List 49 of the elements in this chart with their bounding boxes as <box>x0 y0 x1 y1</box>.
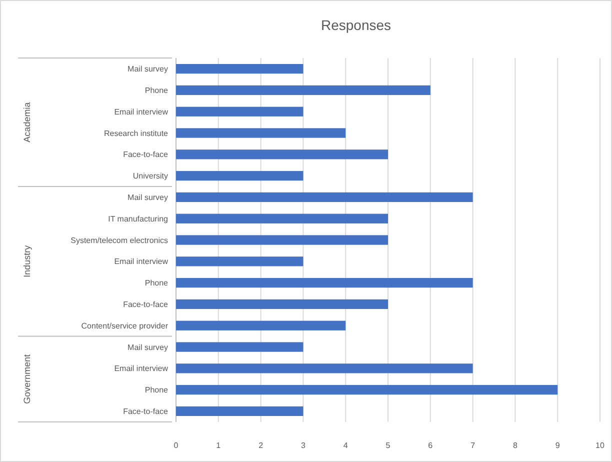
x-tick-label: 3 <box>300 441 306 450</box>
y-tick-label: Phone <box>144 386 169 395</box>
y-tick-label: Phone <box>144 278 169 288</box>
x-tick-label: 10 <box>596 441 605 450</box>
bar <box>176 235 388 245</box>
y-tick-label: University <box>132 172 168 181</box>
bar <box>176 64 304 74</box>
chart-title: Responses <box>320 17 392 33</box>
bar <box>176 320 346 330</box>
x-tick-label: 2 <box>258 441 264 450</box>
text: Industry <box>22 244 32 278</box>
bar <box>176 256 304 266</box>
bar <box>176 85 430 96</box>
text: Government <box>22 354 32 404</box>
y-tick-label: System/telecom electronics <box>70 236 168 245</box>
x-tick-label: 7 <box>470 441 476 450</box>
y-tick-label: Content/service provider <box>81 321 168 330</box>
bar <box>176 214 388 224</box>
bar <box>176 170 304 181</box>
x-tick-label: 9 <box>555 441 560 450</box>
y-tick-label: Research institute <box>104 128 169 138</box>
x-tick-label: 4 <box>343 441 348 450</box>
bar <box>176 192 473 202</box>
bar <box>176 364 473 374</box>
bar <box>176 299 388 310</box>
y-tick-label: Phone <box>144 86 169 96</box>
x-tick-label: 0 <box>174 441 179 450</box>
bar <box>176 128 346 138</box>
x-tick-label: 5 <box>386 441 391 450</box>
x-tick-label: 1 <box>216 441 222 450</box>
bar <box>176 150 388 160</box>
text: Academia <box>22 102 32 142</box>
y-tick-label: Face-to-face <box>123 150 169 160</box>
y-tick-label: Email interview <box>114 364 168 374</box>
y-tick-label: Email interview <box>114 257 168 266</box>
bar <box>176 406 304 416</box>
y-tick-label: Face-to-face <box>123 300 169 309</box>
y-tick-label: Face-to-face <box>123 406 169 416</box>
x-tick-label: 6 <box>428 441 434 450</box>
bar <box>176 384 558 395</box>
bar <box>176 106 304 116</box>
y-tick-label: IT manufacturing <box>108 214 168 224</box>
bar <box>176 342 304 352</box>
bar <box>176 278 473 288</box>
y-tick-label: Mail survey <box>128 342 168 352</box>
y-tick-label: Mail survey <box>128 193 168 202</box>
y-tick-label: Mail survey <box>128 64 168 74</box>
x-tick-label: 8 <box>512 441 518 450</box>
y-tick-label: Email interview <box>114 107 168 116</box>
